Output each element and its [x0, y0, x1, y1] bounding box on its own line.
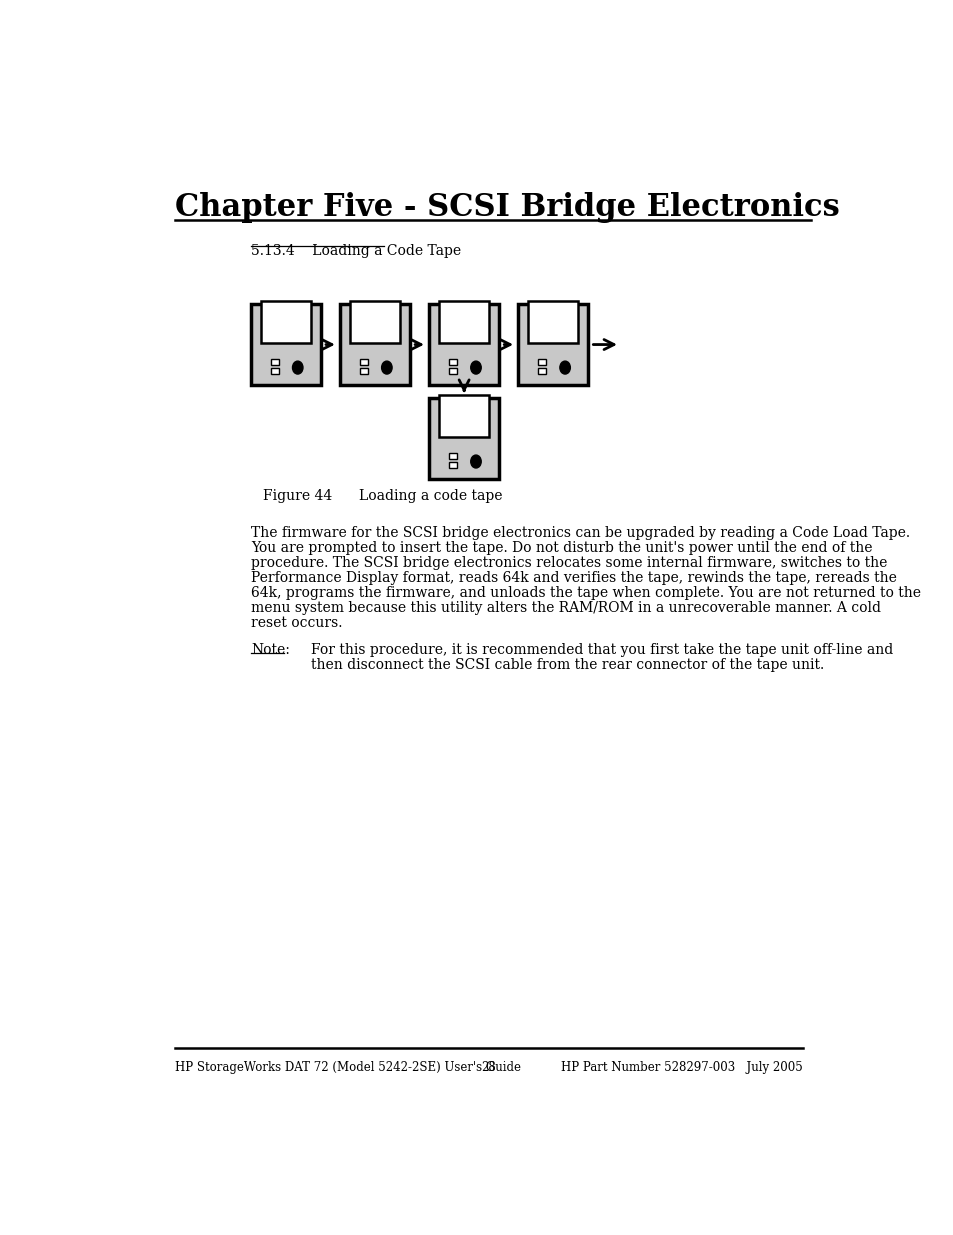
Text: HP StorageWorks DAT 72 (Model 5242-2SE) User's Guide: HP StorageWorks DAT 72 (Model 5242-2SE) … — [174, 1061, 520, 1073]
Text: 5.13.4    Loading a Code Tape: 5.13.4 Loading a Code Tape — [251, 245, 460, 258]
Bar — [537, 368, 546, 374]
Text: menu system because this utility alters the RAM/ROM in a unrecoverable manner. A: menu system because this utility alters … — [251, 600, 880, 615]
Ellipse shape — [470, 454, 480, 468]
Bar — [271, 359, 278, 366]
Text: Performance Display format, reads 64k and verifies the tape, rewinds the tape, r: Performance Display format, reads 64k an… — [251, 571, 896, 584]
Text: For this procedure, it is recommended that you first take the tape unit off-line: For this procedure, it is recommended th… — [311, 643, 893, 657]
Text: The firmware for the SCSI bridge electronics can be upgraded by reading a Code L: The firmware for the SCSI bridge electro… — [251, 526, 909, 540]
Bar — [448, 462, 456, 468]
Ellipse shape — [470, 361, 480, 374]
Text: then disconnect the SCSI cable from the rear connector of the tape unit.: then disconnect the SCSI cable from the … — [311, 658, 823, 672]
Bar — [429, 398, 498, 479]
Bar — [340, 304, 410, 385]
Bar — [448, 368, 456, 374]
Text: 28: 28 — [481, 1061, 496, 1073]
Bar — [448, 359, 456, 366]
Ellipse shape — [381, 361, 392, 374]
Text: Chapter Five - SCSI Bridge Electronics: Chapter Five - SCSI Bridge Electronics — [174, 193, 839, 224]
Bar — [438, 395, 489, 437]
Bar — [438, 301, 489, 343]
Text: procedure. The SCSI bridge electronics relocates some internal firmware, switche: procedure. The SCSI bridge electronics r… — [251, 556, 886, 569]
Text: Note:: Note: — [251, 643, 290, 657]
Bar — [350, 301, 399, 343]
Bar — [528, 301, 578, 343]
Bar — [448, 453, 456, 459]
Ellipse shape — [559, 361, 570, 374]
Text: HP Part Number 528297-003   July 2005: HP Part Number 528297-003 July 2005 — [560, 1061, 802, 1073]
Bar — [260, 301, 311, 343]
Text: Figure 44: Figure 44 — [262, 489, 332, 503]
Bar — [359, 368, 368, 374]
Bar — [429, 304, 498, 385]
Text: reset occurs.: reset occurs. — [251, 615, 342, 630]
Bar — [271, 368, 278, 374]
Bar — [517, 304, 587, 385]
Text: Loading a code tape: Loading a code tape — [359, 489, 502, 503]
Ellipse shape — [293, 361, 303, 374]
Bar — [359, 359, 368, 366]
Bar — [537, 359, 546, 366]
Bar — [251, 304, 320, 385]
Text: 64k, programs the firmware, and unloads the tape when complete. You are not retu: 64k, programs the firmware, and unloads … — [251, 585, 920, 599]
Text: You are prompted to insert the tape. Do not disturb the unit's power until the e: You are prompted to insert the tape. Do … — [251, 541, 872, 555]
